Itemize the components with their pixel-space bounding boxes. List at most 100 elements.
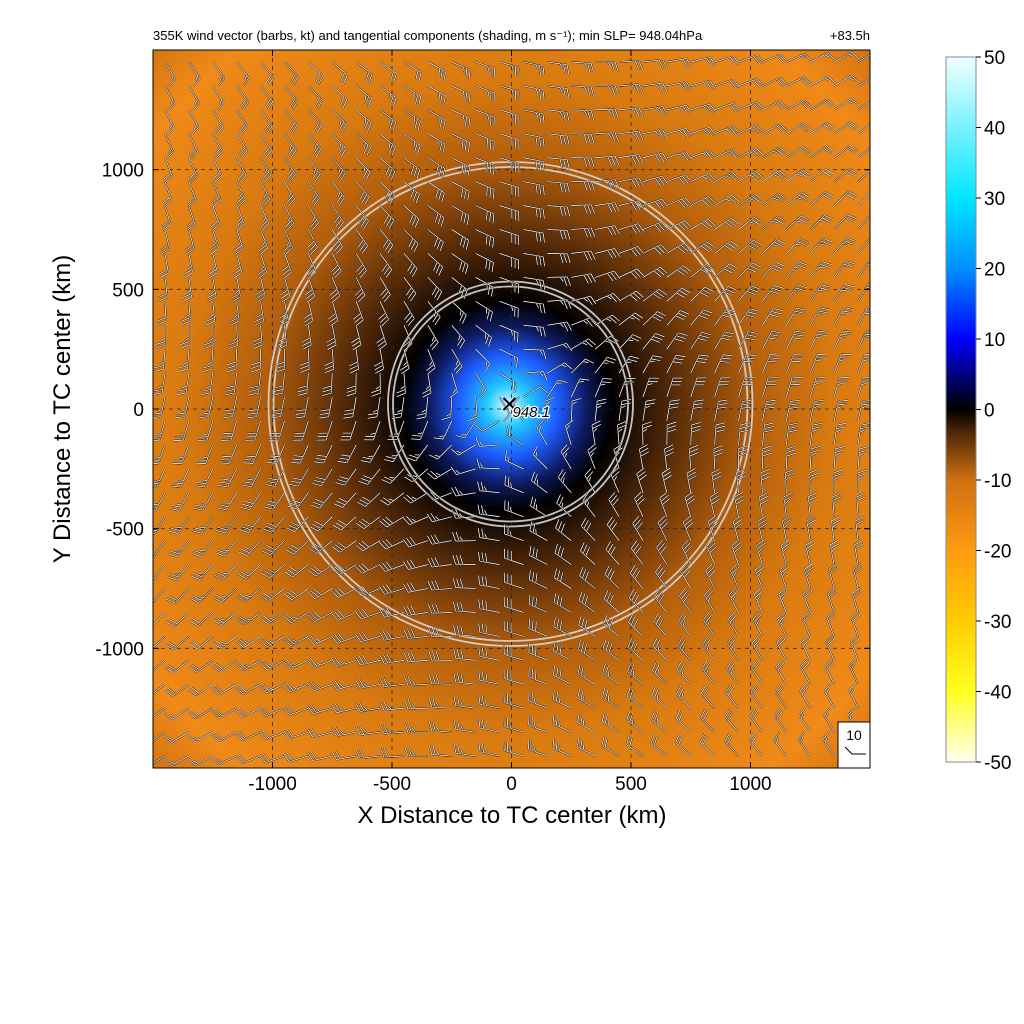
barb-feather	[235, 220, 244, 228]
barb-feather	[286, 195, 294, 204]
barb-feather	[275, 368, 285, 373]
barb-feather	[237, 241, 242, 247]
barb-feather	[319, 412, 330, 415]
barb-feather	[153, 552, 156, 555]
barb-feather	[336, 194, 343, 203]
barb-feather	[361, 193, 368, 203]
barb-feather	[222, 572, 228, 575]
barb-feather	[355, 319, 364, 327]
barb-feather	[185, 313, 191, 318]
wind-barb	[212, 157, 223, 183]
barb-feather	[262, 730, 270, 739]
wind-barb	[231, 277, 242, 303]
barb-feather	[286, 614, 295, 622]
barb-feather	[297, 389, 308, 393]
barb-feather	[346, 389, 356, 393]
wind-barb	[235, 659, 261, 672]
barb-feather	[240, 548, 250, 554]
barb-feather	[244, 74, 248, 81]
wind-barb	[211, 731, 238, 742]
barb-feather	[216, 572, 226, 577]
barb-feather	[297, 392, 308, 396]
barb-feather	[356, 264, 364, 272]
barb-feather	[217, 526, 228, 531]
barb-feather	[211, 224, 220, 231]
barb-feather	[290, 480, 301, 484]
barb-feather	[315, 148, 322, 158]
wind-barb	[330, 657, 357, 668]
wind-barb	[331, 133, 347, 158]
barb-feather	[188, 643, 198, 650]
wind-barb	[188, 133, 199, 159]
barb-feather	[312, 501, 323, 506]
barb-feather	[290, 149, 297, 158]
barb-feather	[219, 462, 230, 464]
barb-feather	[194, 99, 198, 106]
barb-feather	[224, 409, 235, 412]
barb-feather	[192, 572, 203, 578]
barb-feather	[268, 686, 274, 691]
barb-feather	[291, 125, 298, 134]
barb-feather	[164, 667, 174, 673]
barb-feather	[332, 267, 340, 276]
barb-feather	[235, 686, 244, 695]
barb-feather	[288, 524, 298, 530]
barb-feather	[340, 72, 345, 82]
wind-barb	[259, 205, 270, 231]
barb-feather	[286, 706, 294, 715]
wind-barb	[235, 707, 261, 718]
barb-feather	[266, 567, 276, 574]
wind-barb	[226, 349, 238, 373]
barb-feather	[238, 551, 248, 556]
wind-barb	[331, 587, 357, 599]
barb-feather	[367, 98, 372, 108]
wind-barb	[276, 325, 288, 350]
wind-barb	[229, 301, 240, 326]
wind-barb	[292, 420, 310, 442]
barb-feather	[280, 292, 290, 299]
wind-barb	[324, 349, 335, 374]
barb-feather	[256, 292, 265, 299]
barb-feather	[216, 126, 224, 135]
barb-feather	[191, 710, 199, 717]
barb-feather	[179, 456, 185, 459]
barb-feather	[221, 618, 227, 621]
barb-feather	[245, 617, 251, 621]
barb-feather	[313, 197, 320, 206]
wind-barb	[287, 492, 309, 510]
barb-feather	[334, 634, 342, 643]
barb-feather	[289, 168, 292, 174]
barb-feather-shadow	[142, 623, 151, 627]
barb-feather	[353, 312, 361, 320]
wind-barb	[204, 325, 215, 350]
barb-feather	[343, 412, 354, 416]
barb-feather	[331, 727, 337, 737]
wind-barb	[240, 492, 262, 511]
barb-feather	[314, 143, 317, 149]
barb-feather	[208, 269, 217, 275]
wind-barb	[355, 205, 370, 230]
wind-barb	[233, 229, 244, 255]
barb-feather	[355, 749, 361, 759]
barb-feather	[254, 317, 264, 323]
barb-feather	[273, 392, 283, 396]
barb-feather	[219, 481, 230, 484]
barb-feather	[332, 240, 340, 248]
barb-feather	[216, 594, 225, 601]
barb-feather	[243, 77, 250, 86]
wind-barb	[283, 752, 309, 763]
wind-barb	[302, 301, 314, 327]
wind-barb	[153, 731, 166, 741]
wind-barb	[235, 157, 247, 183]
barb-feather	[212, 688, 220, 695]
barb-feather	[157, 320, 167, 326]
barb-feather	[223, 412, 234, 415]
wind-barb	[212, 611, 238, 626]
barb-feather	[309, 526, 319, 532]
wind-barb	[191, 540, 214, 558]
barb-feather	[298, 385, 308, 389]
wind-barb	[331, 750, 357, 761]
barb-feather	[312, 170, 319, 179]
barb-feather	[315, 73, 321, 83]
barb-feather	[259, 754, 266, 763]
